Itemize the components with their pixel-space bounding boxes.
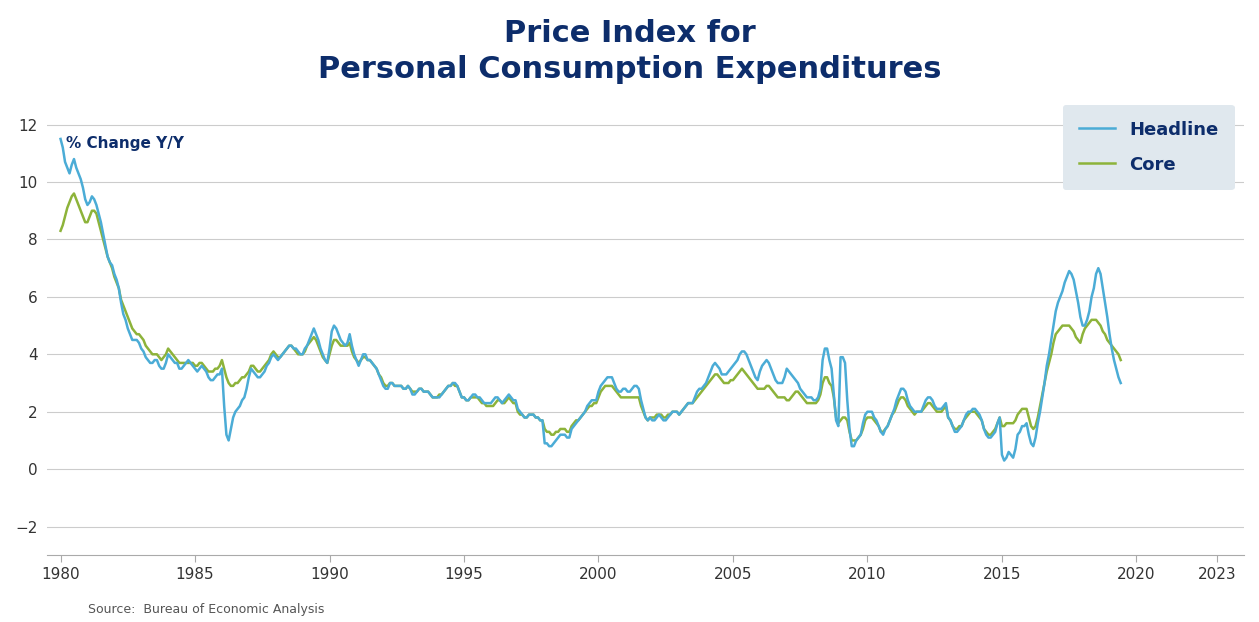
Core: [963, 408, 978, 415]
Headline: [997, 457, 1012, 464]
Headline: [395, 385, 410, 392]
Headline: [521, 411, 536, 419]
Core: [136, 337, 151, 344]
Core: [845, 437, 860, 444]
Headline: [133, 345, 149, 352]
Core: [1113, 356, 1128, 364]
Headline: [214, 365, 229, 373]
Core: [524, 411, 539, 419]
Core: [217, 365, 232, 373]
Headline: [1113, 379, 1128, 387]
Text: Price Index for
Personal Consumption Expenditures: Price Index for Personal Consumption Exp…: [317, 19, 942, 83]
Text: % Change Y/Y: % Change Y/Y: [65, 136, 184, 151]
Core: [113, 296, 128, 304]
Core: [53, 227, 68, 234]
Line: Headline: Headline: [60, 139, 1121, 460]
Line: Core: Core: [60, 193, 1121, 440]
Core: [67, 190, 82, 197]
Legend: Headline, Core: Headline, Core: [1063, 105, 1235, 190]
Headline: [111, 284, 126, 292]
Core: [398, 385, 413, 392]
Headline: [53, 135, 68, 142]
Text: Source:  Bureau of Economic Analysis: Source: Bureau of Economic Analysis: [88, 603, 325, 616]
Headline: [958, 411, 973, 419]
